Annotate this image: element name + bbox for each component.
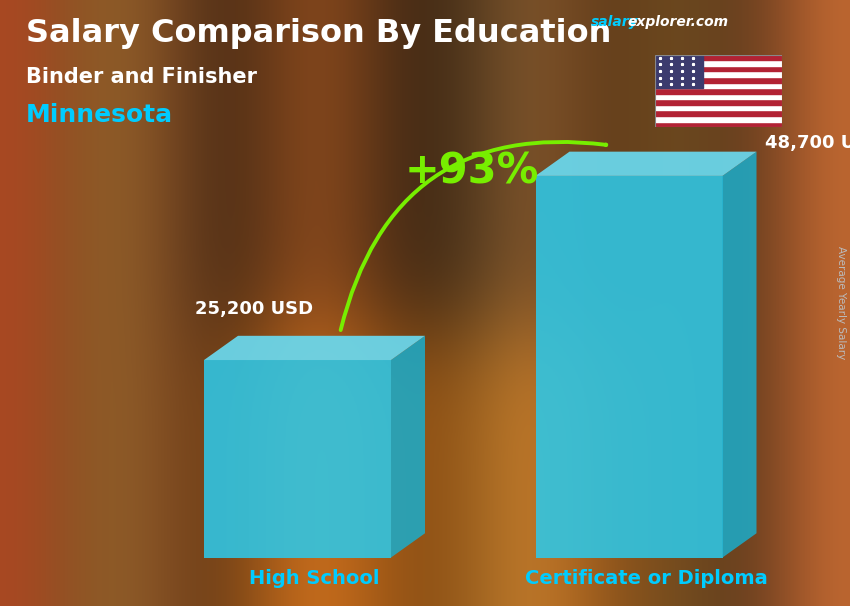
Bar bbox=[654, 88, 782, 94]
Bar bbox=[654, 55, 782, 60]
Bar bbox=[654, 82, 782, 88]
Bar bbox=[654, 116, 782, 122]
Text: +93%: +93% bbox=[405, 150, 539, 192]
Bar bbox=[654, 99, 782, 105]
Bar bbox=[654, 72, 782, 77]
Bar bbox=[654, 77, 782, 82]
Text: explorer.com: explorer.com bbox=[627, 15, 728, 29]
Text: Certificate or Diploma: Certificate or Diploma bbox=[524, 569, 768, 588]
Bar bbox=[654, 65, 782, 72]
Text: 25,200 USD: 25,200 USD bbox=[196, 299, 314, 318]
Polygon shape bbox=[722, 152, 756, 558]
Polygon shape bbox=[204, 336, 425, 360]
Text: 48,700 USD: 48,700 USD bbox=[765, 134, 850, 152]
Text: salary: salary bbox=[591, 15, 638, 29]
Text: Average Yearly Salary: Average Yearly Salary bbox=[836, 247, 846, 359]
Bar bbox=[654, 55, 703, 88]
Bar bbox=[654, 94, 782, 99]
Bar bbox=[654, 110, 782, 116]
Polygon shape bbox=[536, 152, 756, 176]
Text: Salary Comparison By Education: Salary Comparison By Education bbox=[26, 18, 611, 49]
Text: High School: High School bbox=[249, 569, 380, 588]
Polygon shape bbox=[536, 176, 722, 558]
Bar bbox=[654, 105, 782, 110]
Bar bbox=[654, 60, 782, 65]
Text: Binder and Finisher: Binder and Finisher bbox=[26, 67, 257, 87]
Text: Minnesota: Minnesota bbox=[26, 103, 173, 127]
Polygon shape bbox=[204, 360, 391, 558]
Polygon shape bbox=[391, 336, 425, 558]
Bar bbox=[654, 122, 782, 127]
